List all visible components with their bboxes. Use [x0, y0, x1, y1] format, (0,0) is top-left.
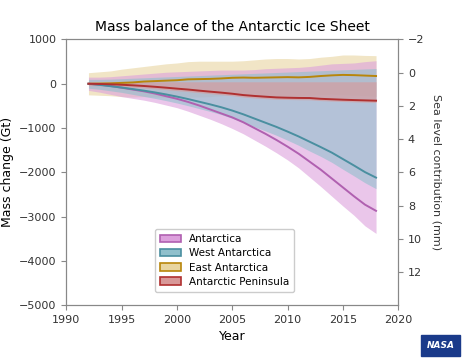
Text: Copernicus Climate Change Service
European State of the Climate | 2019: Copernicus Climate Change Service Europe…	[14, 340, 131, 351]
Text: NASA: NASA	[427, 341, 455, 350]
Text: ©esa: ©esa	[355, 341, 385, 350]
Y-axis label: Mass change (Gt): Mass change (Gt)	[0, 117, 14, 227]
X-axis label: Year: Year	[219, 330, 246, 344]
Y-axis label: Sea level contribution (mm): Sea level contribution (mm)	[431, 94, 441, 250]
Title: Mass balance of the Antarctic Ice Sheet: Mass balance of the Antarctic Ice Sheet	[95, 20, 370, 34]
Legend: Antarctica, West Antarctica, East Antarctica, Antarctic Peninsula: Antarctica, West Antarctica, East Antarc…	[155, 229, 294, 292]
